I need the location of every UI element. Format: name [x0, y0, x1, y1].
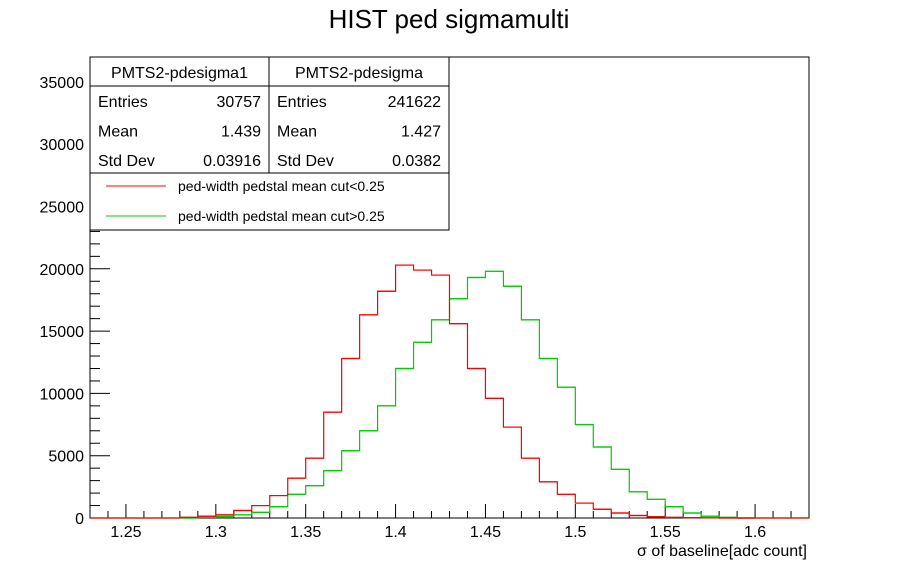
- stats-value: 1.427: [401, 124, 441, 141]
- y-tick-labels: 0 5000 10000 15000 20000 25000 30000 35000: [40, 75, 85, 528]
- legend-box: [89, 172, 450, 231]
- legend: ped-width pedstal mean cut<0.25 ped-widt…: [89, 172, 450, 231]
- stats-value: 30757: [217, 94, 262, 111]
- x-tick-label: 1.6: [744, 524, 766, 541]
- x-tick-label: 1.3: [205, 524, 227, 541]
- stats-title-green: PMTS2-pdesigma1: [111, 65, 248, 82]
- stats-value: 0.03916: [203, 153, 261, 170]
- y-tick-label: 25000: [40, 200, 85, 217]
- stats-key: Entries: [277, 94, 327, 111]
- x-tick-labels: 1.25 1.3 1.35 1.4 1.45 1.5 1.55 1.6: [110, 524, 766, 541]
- y-tick-label: 20000: [40, 262, 85, 279]
- stats-value: 241622: [388, 94, 441, 111]
- stats-key: Mean: [277, 124, 317, 141]
- y-tick-label: 15000: [40, 324, 85, 341]
- legend-label-red: ped-width pedstal mean cut<0.25: [178, 178, 385, 194]
- x-tick-label: 1.45: [470, 524, 501, 541]
- y-tick-label: 0: [75, 511, 84, 528]
- x-tick-label: 1.35: [290, 524, 321, 541]
- stats-key: Std Dev: [98, 153, 155, 170]
- x-tick-label: 1.25: [110, 524, 141, 541]
- x-tick-label: 1.5: [564, 524, 586, 541]
- histogram-series-green: [90, 270, 809, 519]
- stats-value: 0.0382: [392, 153, 441, 170]
- y-tick-label: 30000: [40, 137, 85, 154]
- stats-key: Mean: [98, 124, 138, 141]
- stats-box-green: [89, 56, 270, 174]
- y-tick-label: 10000: [40, 386, 85, 403]
- stats-box-red: [268, 56, 450, 174]
- y-tick-label: 35000: [40, 75, 85, 92]
- stats-boxes: PMTS2-pdesigma1 Entries 30757 Mean 1.439 Std …: [89, 56, 450, 174]
- histogram-series: [90, 264, 809, 519]
- legend-label-green: ped-width pedstal mean cut>0.25: [178, 208, 385, 224]
- stats-value: 1.439: [221, 124, 261, 141]
- x-tick-label: 1.4: [384, 524, 406, 541]
- x-tick-label: 1.55: [650, 524, 681, 541]
- stats-key: Entries: [98, 94, 148, 111]
- histogram-series-red: [90, 264, 809, 519]
- x-axis-label: σ of baseline[adc count]: [637, 543, 807, 560]
- stats-key: Std Dev: [277, 153, 334, 170]
- y-tick-label: 5000: [48, 449, 84, 466]
- chart-title: HIST ped sigmamulti: [329, 4, 570, 34]
- stats-title-red: PMTS2-pdesigma: [295, 65, 423, 82]
